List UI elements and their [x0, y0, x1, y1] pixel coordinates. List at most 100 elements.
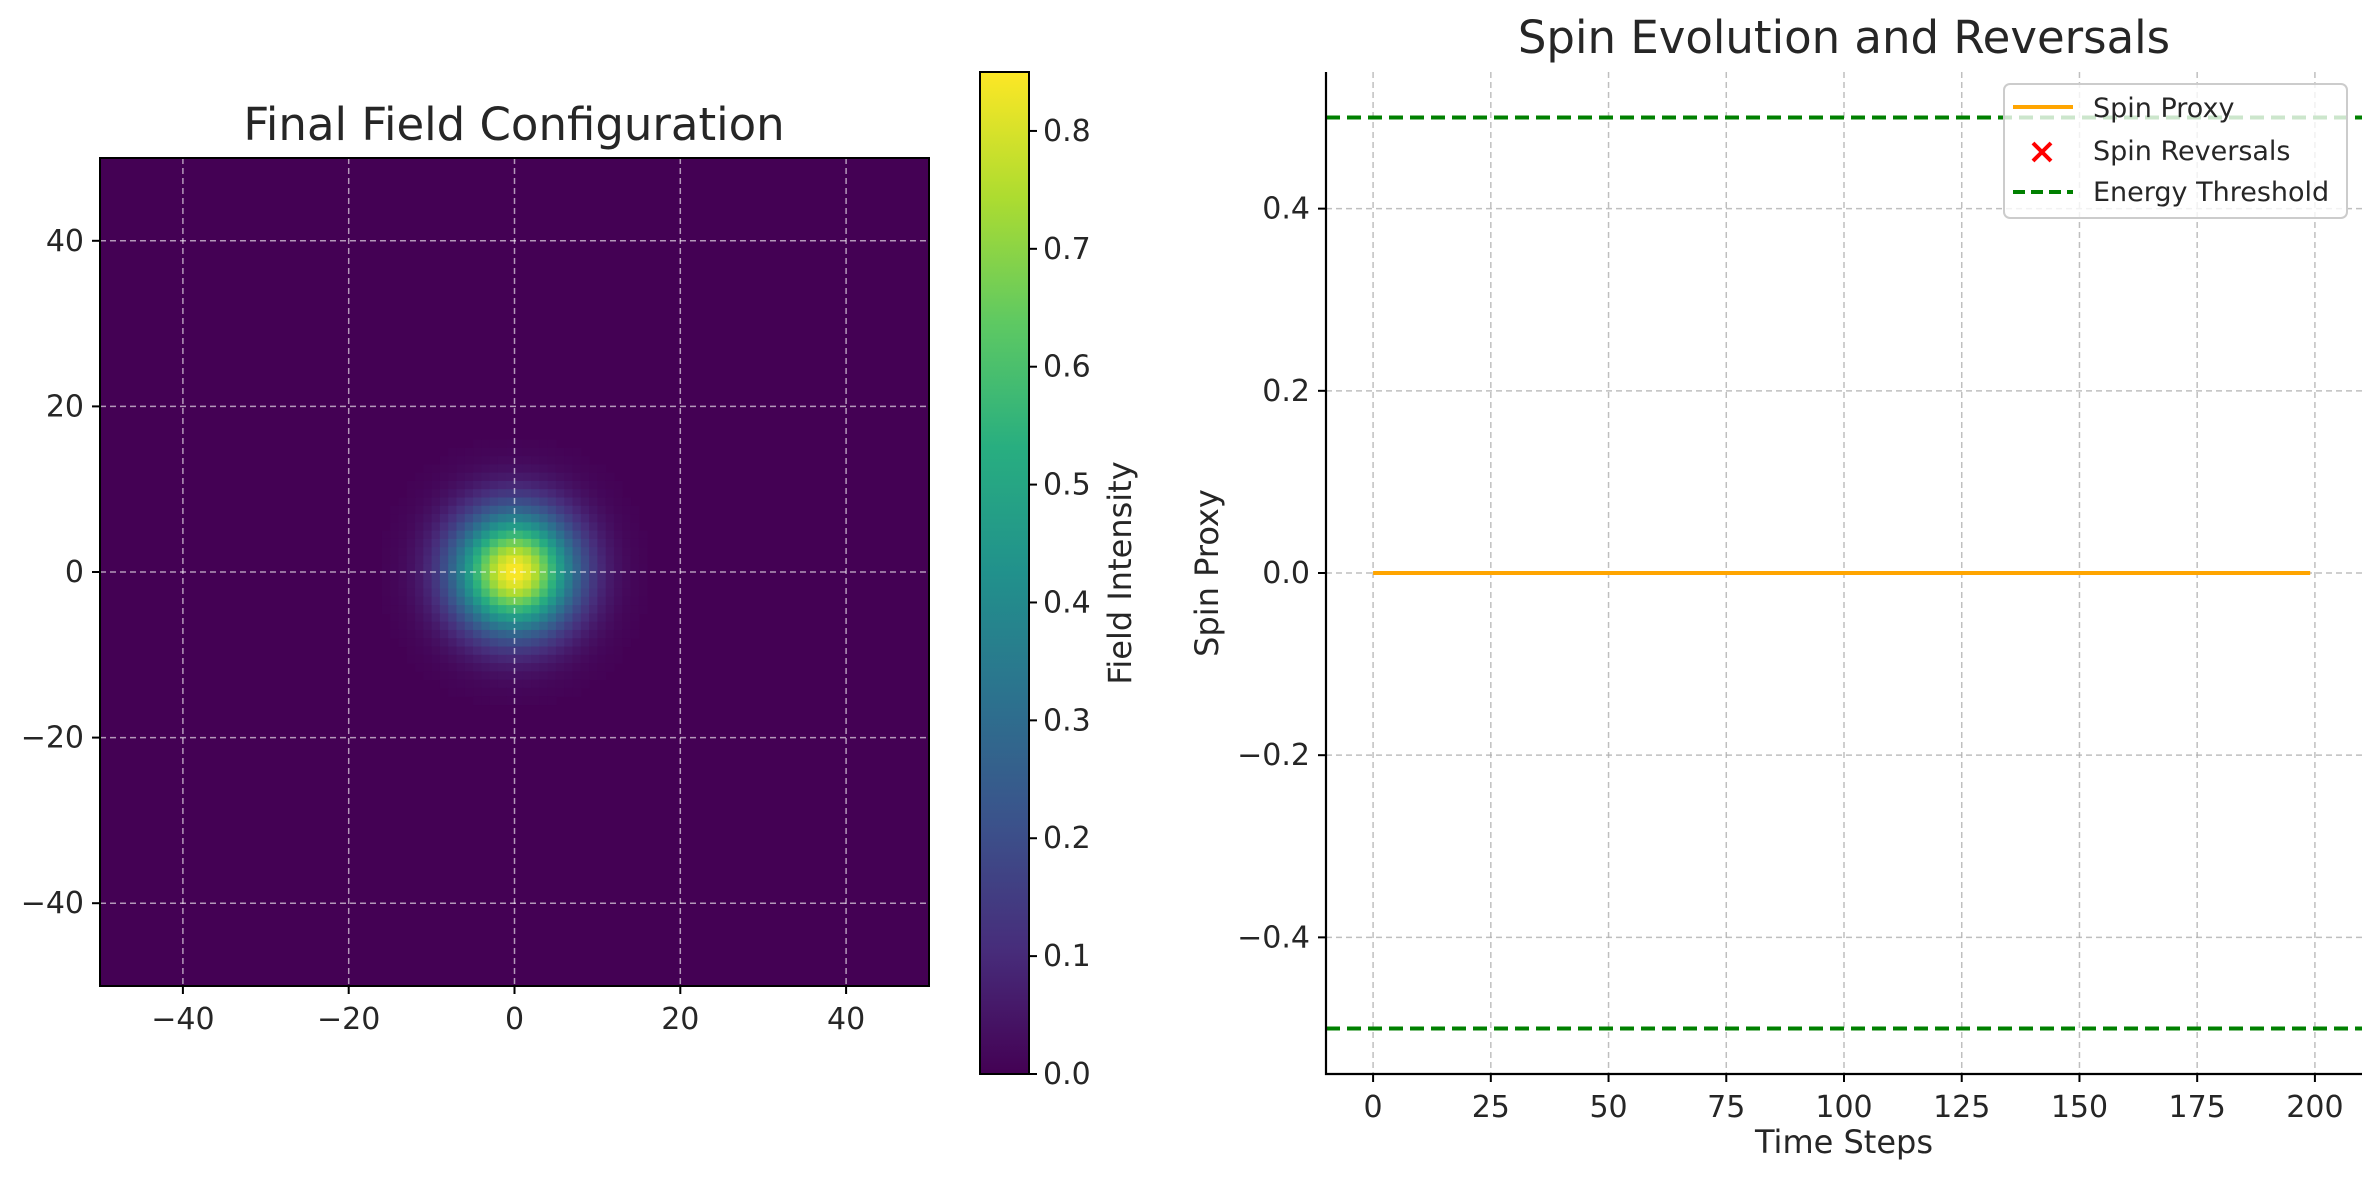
heatmap-cell [572, 530, 582, 540]
heatmap-cell [473, 538, 482, 548]
heatmap-cell [415, 563, 424, 573]
heatmap-cell [473, 654, 482, 664]
heatmap-cell [506, 480, 516, 490]
heatmap-cell [605, 588, 615, 598]
heatmap-cell [448, 679, 458, 689]
heatmap-cell [531, 629, 540, 639]
heatmap-cell [398, 514, 408, 523]
heatmap-cell [555, 447, 565, 457]
heatmap-cell [464, 464, 474, 474]
heatmap-cell [381, 563, 391, 573]
heatmap-cell [555, 629, 565, 639]
heatmap-cell [481, 621, 491, 631]
heatmap-cell [531, 563, 540, 573]
heatmap-cell [547, 687, 557, 697]
heatmap-cell [489, 588, 499, 598]
heatmap-cell [423, 464, 433, 474]
colorbar-tick-label: 0.3 [1043, 703, 1091, 738]
heatmap-cell [497, 439, 507, 449]
heatmap-cell [622, 572, 632, 581]
heatmap-cell [431, 480, 441, 490]
heatmap-cell [489, 547, 499, 557]
heatmap-cell [481, 613, 491, 623]
heatmap-cell [456, 687, 466, 697]
heatmap-cell [506, 696, 516, 706]
heatmap-cell [431, 613, 441, 623]
heatmap-cell [489, 671, 499, 681]
heatmap-cell [597, 588, 607, 598]
heatmap-cell [514, 696, 524, 706]
heatmap-cell [398, 555, 408, 565]
heatmap-cell [481, 472, 491, 482]
heatmap-cell [580, 522, 590, 532]
heatmap-cell [547, 480, 557, 490]
heatmap-cell [415, 646, 424, 656]
heatmap-cell [564, 497, 574, 507]
heatmap-cell [547, 439, 557, 449]
heatmap-cell [547, 596, 557, 606]
heatmap-cell [473, 547, 482, 557]
heatmap-cell [473, 671, 482, 681]
heatmap-cell [406, 497, 416, 507]
heatmap-cell [613, 480, 623, 490]
heatmap-cell [630, 563, 640, 573]
heatmap-cell [622, 505, 632, 515]
heatmap-cell [580, 563, 590, 573]
heatmap-cell [580, 596, 590, 606]
heatmap-cell [564, 580, 574, 590]
heatmap-cell [514, 679, 524, 689]
heatmap-cell [580, 538, 590, 548]
heatmap-cell [456, 480, 466, 490]
heatmap-cell [506, 613, 516, 623]
heatmap-cell [464, 538, 474, 548]
heatmap-cell [390, 629, 400, 639]
heatmap-cell [539, 563, 549, 573]
heatmap-cell [481, 629, 491, 639]
heatmap-cell [539, 538, 549, 548]
heatmap-cell [531, 596, 540, 606]
heatmap-cell [605, 514, 615, 523]
heatmap-cell [613, 555, 623, 565]
heatmap-cell [456, 671, 466, 681]
heatmap-cell [448, 663, 458, 672]
heatmap-cell [497, 447, 507, 457]
heatmap-cell [555, 638, 565, 648]
heatmap-cell [572, 621, 582, 631]
heatmap-cell [506, 522, 516, 532]
heatmap-cell [423, 613, 433, 623]
heatmap-cell [522, 514, 532, 523]
heatmap-cell [464, 447, 474, 457]
heatmap-cell [589, 646, 598, 656]
heatmap-cell [539, 646, 549, 656]
heatmap-cell [489, 563, 499, 573]
heatmap-cell [613, 489, 623, 499]
heatmap-x-tick-label: 20 [661, 1002, 699, 1037]
heatmap-cell [489, 679, 499, 689]
heatmap-cell [456, 530, 466, 540]
line-chart-y-tick-label: 0.4 [1262, 192, 1310, 227]
heatmap-cell [630, 613, 640, 623]
heatmap-cell [522, 663, 532, 672]
heatmap-cell [572, 456, 582, 465]
heatmap-grid [100, 158, 929, 986]
heatmap-cell [547, 464, 557, 474]
heatmap-cell [439, 547, 449, 557]
heatmap-cell [415, 638, 424, 648]
heatmap-x-axis: −40 −20 0 20 40 [151, 986, 865, 1037]
heatmap-cell [613, 522, 623, 532]
heatmap-cell [638, 538, 648, 548]
heatmap-cell [439, 596, 449, 606]
heatmap-cell [464, 671, 474, 681]
heatmap-cell [597, 522, 607, 532]
heatmap-cell [580, 489, 590, 499]
heatmap-cell [398, 613, 408, 623]
heatmap-cell [622, 530, 632, 540]
heatmap-cell [613, 613, 623, 623]
colorbar: 0.0 0.1 0.2 0.3 0.4 0.5 0.6 0.7 0.8 Field Intens… [979, 71, 1139, 1092]
heatmap-cell [439, 621, 449, 631]
heatmap-cell [572, 505, 582, 515]
heatmap-cell [431, 638, 441, 648]
heatmap-cell [564, 679, 574, 689]
heatmap-cell [514, 596, 524, 606]
heatmap-cell [431, 605, 441, 614]
